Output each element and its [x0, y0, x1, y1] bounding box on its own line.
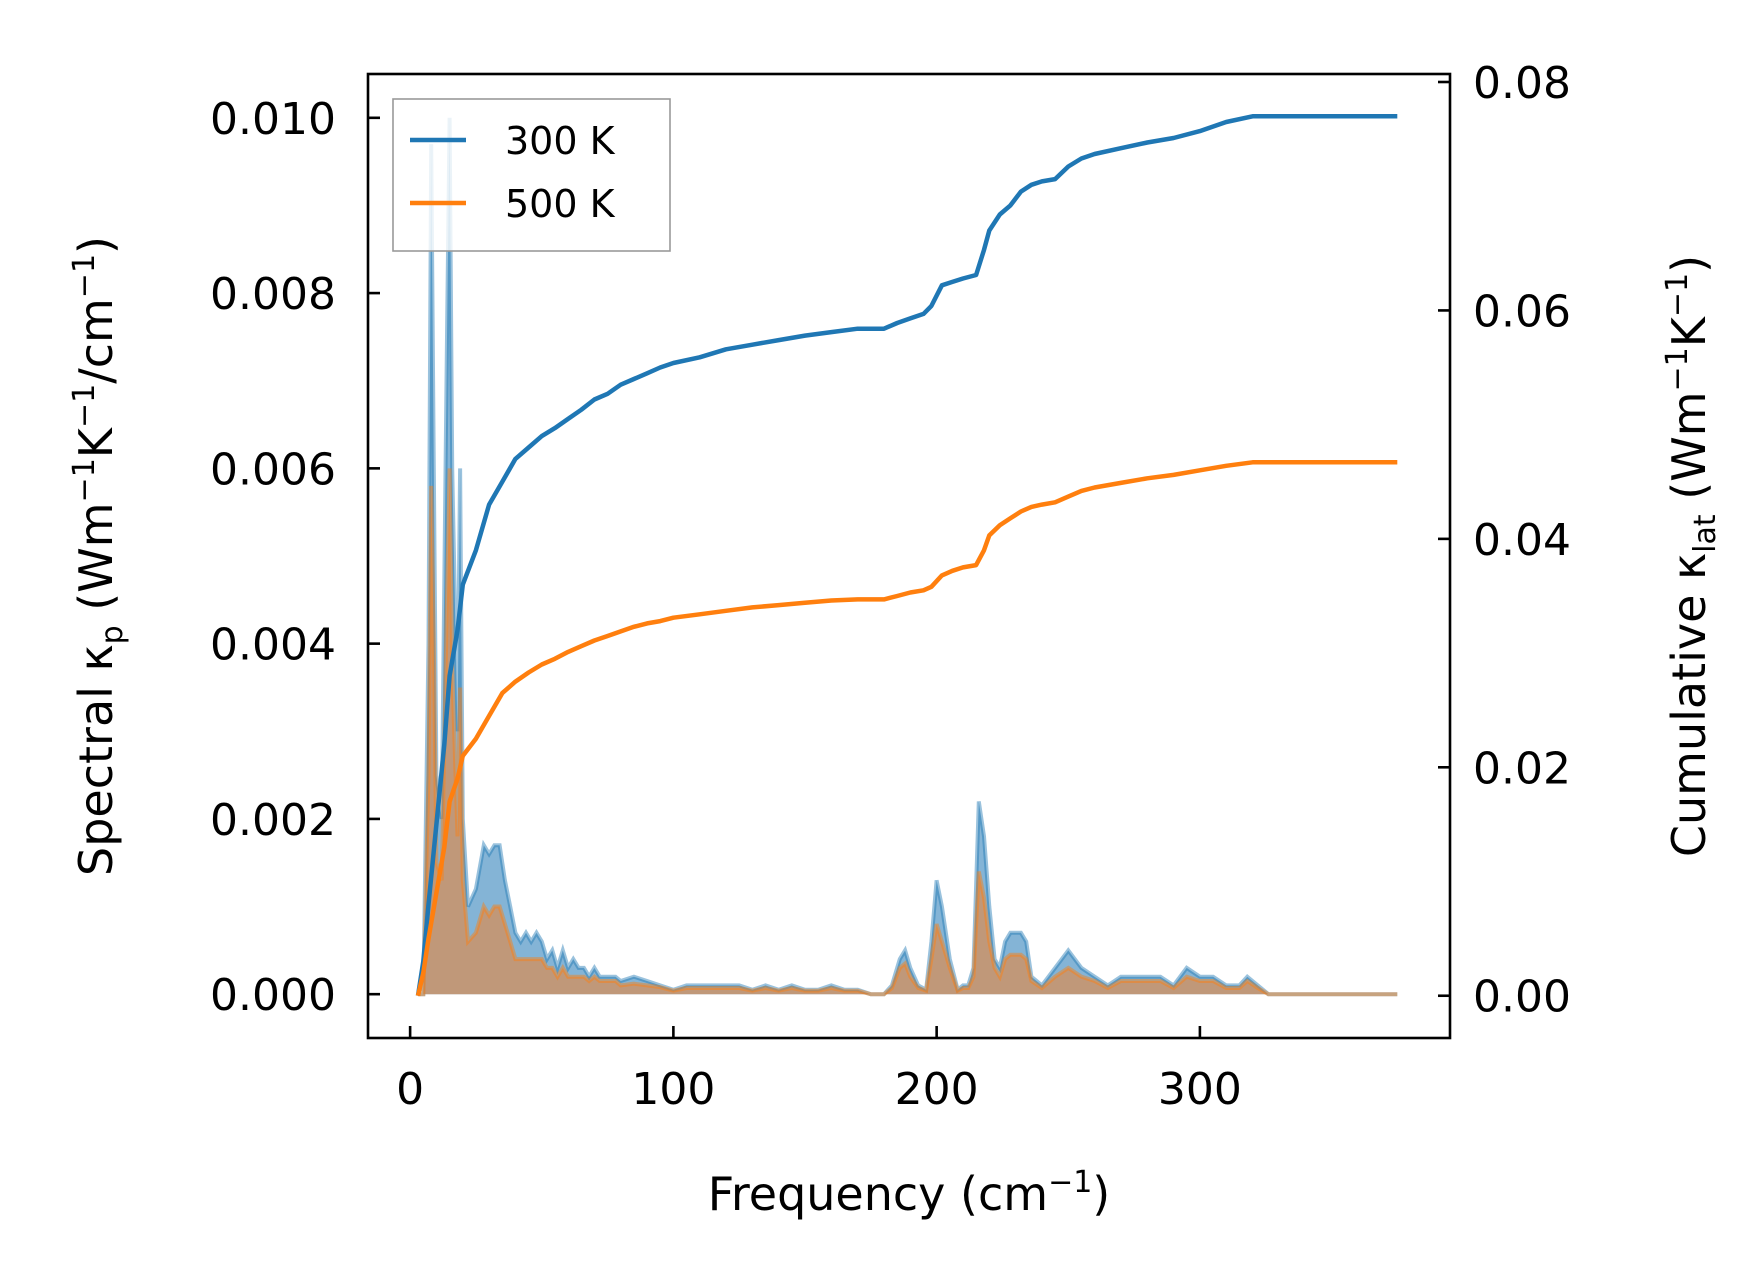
spectral-area-500k [418, 468, 1398, 995]
y-left-tick-label: 0.008 [210, 269, 336, 320]
plot-frame [366, 72, 1452, 1040]
legend-label-500k: 500 K [505, 182, 616, 226]
y-axis-right-title: Cumulative κlat (Wm−1K−1) [1660, 255, 1723, 857]
y-right-tick-label: 0.06 [1473, 286, 1571, 337]
y-left-tick-label: 0.006 [210, 444, 336, 495]
y-left-tick-label: 0.000 [210, 970, 336, 1021]
x-axis-title: Frequency (cm−1) [708, 1165, 1111, 1221]
x-tick-label: 200 [895, 1064, 979, 1115]
y-left-tick-label: 0.010 [210, 94, 336, 145]
y-right-tick-label: 0.08 [1473, 58, 1571, 109]
x-axis: 0 100 200 300 [396, 1026, 1242, 1115]
legend-box [392, 98, 671, 252]
spectral-layer [418, 117, 1398, 997]
legend: 300 K 500 K [392, 98, 671, 252]
y-right-tick-label: 0.00 [1473, 972, 1571, 1023]
x-tick-label: 0 [396, 1064, 424, 1115]
y-axis-left-title: Spectral κp (Wm−1K−1/cm−1) [67, 236, 130, 876]
legend-label-300k: 300 K [505, 119, 616, 163]
y-left-tick-label: 0.002 [210, 795, 336, 846]
cumulative-layer [415, 114, 1398, 997]
cumulative-line-500k [415, 460, 1398, 997]
spectral-line-500k [418, 468, 1398, 997]
y-right-tick-label: 0.04 [1473, 515, 1571, 566]
y-axis-right: 0.00 0.02 0.04 0.06 0.08 [1438, 58, 1571, 1023]
x-tick-label: 100 [631, 1064, 715, 1115]
spectral-line-300k [418, 117, 1398, 997]
x-tick-label: 300 [1158, 1064, 1242, 1115]
y-axis-left: 0.000 0.002 0.004 0.006 0.008 0.010 [210, 94, 380, 1021]
y-right-tick-label: 0.02 [1473, 743, 1571, 794]
y-left-tick-label: 0.004 [210, 620, 336, 671]
cumulative-line-300k [415, 114, 1398, 997]
